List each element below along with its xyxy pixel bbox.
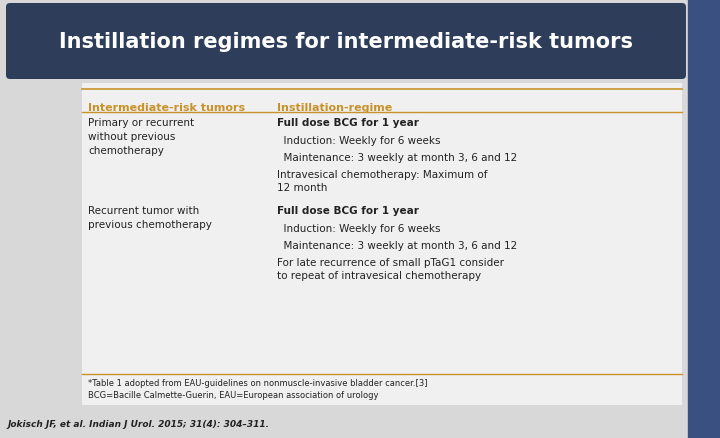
Text: Full dose BCG for 1 year: Full dose BCG for 1 year — [277, 205, 419, 215]
Text: Induction: Weekly for 6 weeks: Induction: Weekly for 6 weeks — [277, 136, 441, 146]
Text: Intravesical chemotherapy: Maximum of
12 month: Intravesical chemotherapy: Maximum of 12… — [277, 170, 487, 193]
Text: BCG=Bacille Calmette-Guerin, EAU=European association of urology: BCG=Bacille Calmette-Guerin, EAU=Europea… — [88, 390, 379, 399]
Text: Induction: Weekly for 6 weeks: Induction: Weekly for 6 weeks — [277, 223, 441, 233]
Text: Jokisch JF, et al. Indian J Urol. 2015; 31(4): 304–311.: Jokisch JF, et al. Indian J Urol. 2015; … — [8, 419, 270, 428]
Bar — [688, 0, 720, 438]
Text: Intermediate-risk tumors: Intermediate-risk tumors — [88, 103, 245, 113]
Text: Instillation regimes for intermediate-risk tumors: Instillation regimes for intermediate-ri… — [59, 32, 633, 52]
Text: *Table 1 adopted from EAU-guidelines on nonmuscle-invasive bladder cancer.[3]: *Table 1 adopted from EAU-guidelines on … — [88, 378, 428, 387]
Text: Recurrent tumor with
previous chemotherapy: Recurrent tumor with previous chemothera… — [88, 205, 212, 230]
Text: Instillation-regime: Instillation-regime — [277, 103, 392, 113]
Text: Primary or recurrent
without previous
chemotherapy: Primary or recurrent without previous ch… — [88, 118, 194, 155]
FancyBboxPatch shape — [6, 4, 686, 80]
Text: For late recurrence of small pTaG1 consider
to repeat of intravesical chemothera: For late recurrence of small pTaG1 consi… — [277, 258, 504, 281]
Text: Maintenance: 3 weekly at month 3, 6 and 12: Maintenance: 3 weekly at month 3, 6 and … — [277, 240, 517, 251]
Text: Full dose BCG for 1 year: Full dose BCG for 1 year — [277, 118, 419, 128]
Bar — [82, 84, 682, 405]
Text: Maintenance: 3 weekly at month 3, 6 and 12: Maintenance: 3 weekly at month 3, 6 and … — [277, 153, 517, 162]
